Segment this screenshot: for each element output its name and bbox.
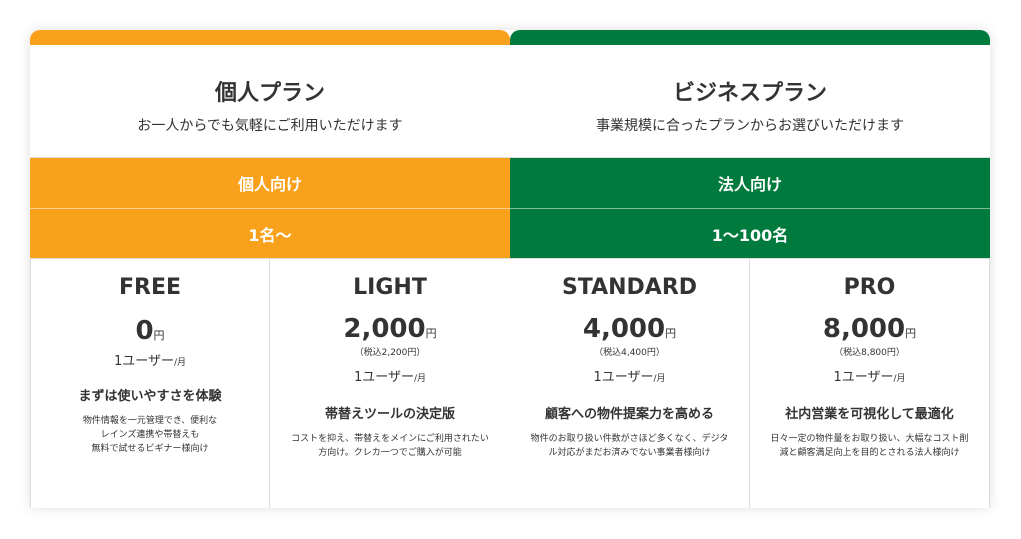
- plan-catchphrase: まずは使いやすさを体験: [78, 389, 222, 404]
- per-user: 1ユーザー: [113, 354, 174, 369]
- desc-line: 減と顧客満足向上を目的とされる法人様向け: [779, 448, 960, 458]
- per-month: /月: [653, 374, 666, 384]
- desc-line: コストを抑え、帯替えをメインにご利用されたい: [291, 434, 489, 444]
- seats-band: 1名〜: [30, 208, 510, 258]
- plan-catchphrase: 顧客への物件提案力を高める: [544, 407, 714, 422]
- personal-accent-bar: [30, 30, 510, 45]
- per-user: 1ユーザー: [833, 370, 894, 385]
- tax-included-price: （税込8,800円）: [834, 348, 905, 358]
- desc-line: 無料で試せるビギナー様向け: [91, 444, 209, 454]
- tax-included-price: （税込4,400円）: [594, 348, 665, 358]
- plan-billing-unit: 1ユーザー/月: [270, 366, 510, 385]
- target-band: 個人向け: [30, 158, 510, 208]
- plan-catchphrase: 社内営業を可視化して最適化: [785, 407, 954, 422]
- desc-line: 日々一定の物件量をお取り扱い、大幅なコスト削: [770, 434, 969, 444]
- price-value: 4,000: [582, 314, 666, 344]
- desc-line: 方向け。クレカ一つでご購入が可能: [318, 448, 462, 458]
- plan-catchphrase: 帯替えツールの決定版: [324, 407, 455, 422]
- target-band: 法人向け: [510, 158, 990, 208]
- per-user: 1ユーザー: [353, 370, 414, 385]
- plan-name: PRO: [843, 275, 896, 300]
- plan-price: 8,000円: [750, 314, 989, 344]
- desc-line: ル対応がまだお済みでない事業者様向け: [548, 448, 711, 458]
- per-month: /月: [413, 374, 427, 384]
- desc-line: 物件情報を一元管理でき、便利な: [82, 416, 218, 426]
- price-unit: 円: [905, 327, 917, 340]
- group-subtitle: お一人からでも気軽にご利用いただけます: [137, 118, 403, 134]
- per-month: /月: [173, 358, 187, 368]
- price-unit: 円: [665, 327, 677, 340]
- plan-description: コストを抑え、帯替えをメインにご利用されたい 方向け。クレカ一つでご購入が可能: [270, 432, 510, 460]
- business-plan-group: ビジネスプラン 事業規模に合ったプランからお選びいただけます 法人向け 1〜10…: [510, 30, 990, 508]
- per-month: /月: [893, 374, 906, 384]
- price-value: 0: [135, 316, 154, 346]
- plan-name: FREE: [118, 275, 182, 300]
- pricing-table: 個人プラン お一人からでも気軽にご利用いただけます 個人向け 1名〜 FREE …: [30, 30, 990, 508]
- plan-standard[interactable]: STANDARD 4,000円 （税込4,400円） 1ユーザー/月 顧客への物…: [510, 258, 750, 508]
- plan-light[interactable]: LIGHT 2,000円 （税込2,200円） 1ユーザー/月 帯替えツールの決…: [270, 258, 510, 508]
- plan-billing-unit: 1ユーザー/月: [750, 366, 989, 385]
- plan-price: 4,000円: [510, 314, 749, 344]
- plan-name: LIGHT: [353, 275, 427, 300]
- plan-pro[interactable]: PRO 8,000円 （税込8,800円） 1ユーザー/月 社内営業を可視化して…: [750, 258, 990, 508]
- group-subtitle: 事業規模に合ったプランからお選びいただけます: [596, 118, 904, 134]
- plan-description: 物件情報を一元管理でき、便利な レインズ連携や帯替えも 無料で試せるビギナー様向け: [31, 414, 269, 456]
- plan-billing-unit: 1ユーザー/月: [31, 350, 269, 369]
- plan-price: 0円: [31, 316, 269, 346]
- plan-name: STANDARD: [561, 275, 698, 300]
- per-user: 1ユーザー: [593, 370, 654, 385]
- seats-band: 1〜100名: [510, 208, 990, 258]
- group-title: ビジネスプラン: [672, 81, 827, 106]
- desc-line: レインズ連携や帯替えも: [100, 430, 200, 440]
- business-accent-bar: [510, 30, 990, 45]
- price-unit: 円: [153, 329, 165, 342]
- personal-plan-group: 個人プラン お一人からでも気軽にご利用いただけます 個人向け 1名〜 FREE …: [30, 30, 510, 508]
- group-title: 個人プラン: [214, 81, 325, 106]
- group-header: 個人プラン お一人からでも気軽にご利用いただけます: [30, 45, 510, 158]
- price-unit: 円: [425, 327, 437, 340]
- plan-price: 2,000円: [270, 314, 510, 344]
- plan-free[interactable]: FREE 0円 1ユーザー/月 まずは使いやすさを体験 物件情報を一元管理でき、…: [30, 258, 270, 508]
- group-header: ビジネスプラン 事業規模に合ったプランからお選びいただけます: [510, 45, 990, 158]
- price-value: 8,000: [822, 314, 906, 344]
- plan-billing-unit: 1ユーザー/月: [510, 366, 749, 385]
- desc-line: 物件のお取り扱い件数がさほど多くなく、デジタ: [530, 434, 729, 444]
- plan-description: 日々一定の物件量をお取り扱い、大幅なコスト削 減と顧客満足向上を目的とされる法人様…: [750, 432, 989, 460]
- price-value: 2,000: [343, 314, 426, 344]
- tax-included-price: （税込2,200円）: [354, 348, 426, 358]
- plan-description: 物件のお取り扱い件数がさほど多くなく、デジタ ル対応がまだお済みでない事業者様向け: [510, 432, 749, 460]
